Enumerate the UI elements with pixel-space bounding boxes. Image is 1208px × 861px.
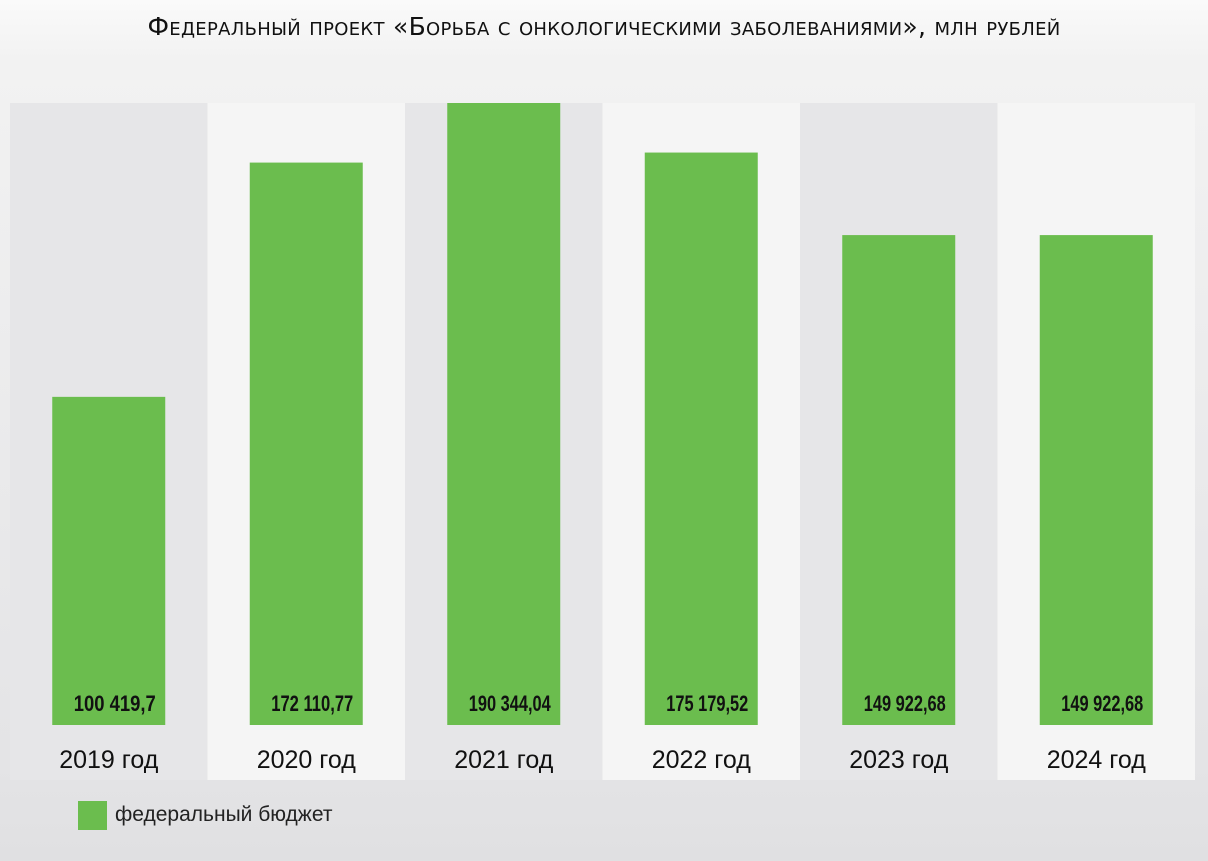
category-label: 2024 год bbox=[1047, 746, 1146, 774]
value-label: 190 344,04 bbox=[469, 691, 552, 716]
category-label: 2023 год bbox=[849, 746, 948, 774]
category-label: 2020 год bbox=[257, 746, 356, 774]
bar bbox=[249, 162, 363, 725]
bar bbox=[447, 103, 561, 725]
bar bbox=[1039, 235, 1153, 725]
column-bands bbox=[10, 103, 1195, 780]
value-label: 172 110,77 bbox=[271, 691, 353, 716]
bar-chart: 100 419,7 172 110,77 190 344,04 175 179,52 1… bbox=[10, 103, 1195, 780]
category-label: 2021 год bbox=[454, 746, 553, 774]
legend-label: федеральный бюджет bbox=[115, 803, 333, 826]
category-labels: 2019 год 2020 год 2021 год 2022 год 2023 год… bbox=[59, 746, 1146, 774]
bar bbox=[644, 152, 758, 725]
value-labels: 100 419,7 172 110,77 190 344,04 175 179,52 1… bbox=[74, 691, 1144, 716]
value-label: 175 179,52 bbox=[666, 691, 748, 716]
bar bbox=[842, 235, 956, 725]
category-label: 2022 год bbox=[652, 746, 751, 774]
bars bbox=[52, 103, 1153, 725]
value-label: 100 419,7 bbox=[74, 691, 156, 716]
legend: федеральный бюджет bbox=[78, 800, 332, 830]
chart-title: Федеральный проект «Борьба с онкологичес… bbox=[147, 12, 1061, 41]
category-label: 2019 год bbox=[59, 746, 158, 774]
bar bbox=[52, 396, 166, 725]
legend-swatch bbox=[78, 800, 107, 830]
value-label: 149 922,68 bbox=[1061, 691, 1143, 716]
value-label: 149 922,68 bbox=[864, 691, 946, 716]
